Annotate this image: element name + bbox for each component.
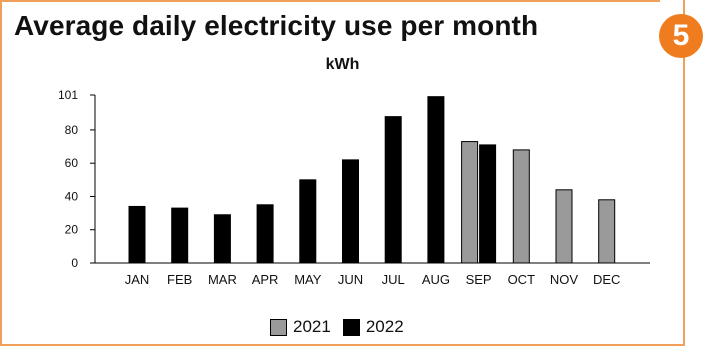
y-tick-label: 60 [65, 156, 79, 170]
chart-panel [0, 0, 685, 346]
x-tick-label: SEP [466, 272, 492, 287]
legend-item-2022: 2022 [342, 317, 404, 337]
y-tick-label: 20 [65, 223, 79, 237]
x-tick-label: NOV [550, 272, 579, 287]
chart-legend: 2021 2022 [270, 317, 416, 337]
x-tick-label: APR [252, 272, 279, 287]
chart-unit-label: kWh [325, 56, 360, 73]
y-tick-label: 0 [71, 256, 78, 270]
bar-2021-oct [512, 149, 530, 264]
bar-2022-feb [171, 207, 189, 264]
legend-item-2021: 2021 [270, 317, 331, 337]
legend-label-2022: 2022 [365, 317, 404, 336]
bar-2022-sep [479, 144, 497, 264]
x-tick-label: JUN [338, 272, 363, 287]
x-tick-label: MAR [208, 272, 237, 287]
bar-chart-svg: 101 80 60 40 20 0 JAN FEB MAR APR MAY JUN JUL AUG SEP O… [58, 88, 650, 287]
y-tick-label: 80 [65, 123, 79, 137]
bar-2022-may [299, 179, 317, 264]
bar-2022-jan [128, 205, 146, 264]
y-tick-label: 101 [58, 88, 78, 102]
bar-2022-mar [213, 214, 231, 264]
x-tick-label: JAN [125, 272, 150, 287]
bar-2021-nov [555, 189, 573, 264]
chart-title: Average daily electricity use per month [14, 10, 539, 41]
x-tick-label: AUG [422, 272, 450, 287]
section-number-badge: 5 [659, 14, 703, 58]
bar-2022-aug [427, 96, 445, 264]
bar-chart: 101 80 60 40 20 0 JAN FEB MAR APR MAY JUN JUL AUG SEP O… [58, 88, 650, 287]
bar-2022-apr [256, 204, 274, 264]
bar-2021-sep [461, 141, 479, 264]
bar-2022-jun [342, 159, 359, 264]
y-tick-label: 40 [65, 189, 79, 203]
bar-2021-dec [598, 199, 616, 264]
x-tick-label: JUL [382, 272, 405, 287]
x-tick-label: OCT [508, 272, 536, 287]
x-tick-label: MAY [294, 272, 322, 287]
legend-swatch-2021 [270, 318, 287, 336]
panel-top-border [0, 0, 660, 2]
bar-2022-jul [384, 116, 402, 264]
x-tick-label: FEB [167, 272, 192, 287]
legend-swatch-2022 [342, 318, 360, 336]
legend-label-2021: 2021 [293, 317, 331, 336]
x-tick-label: DEC [593, 272, 620, 287]
